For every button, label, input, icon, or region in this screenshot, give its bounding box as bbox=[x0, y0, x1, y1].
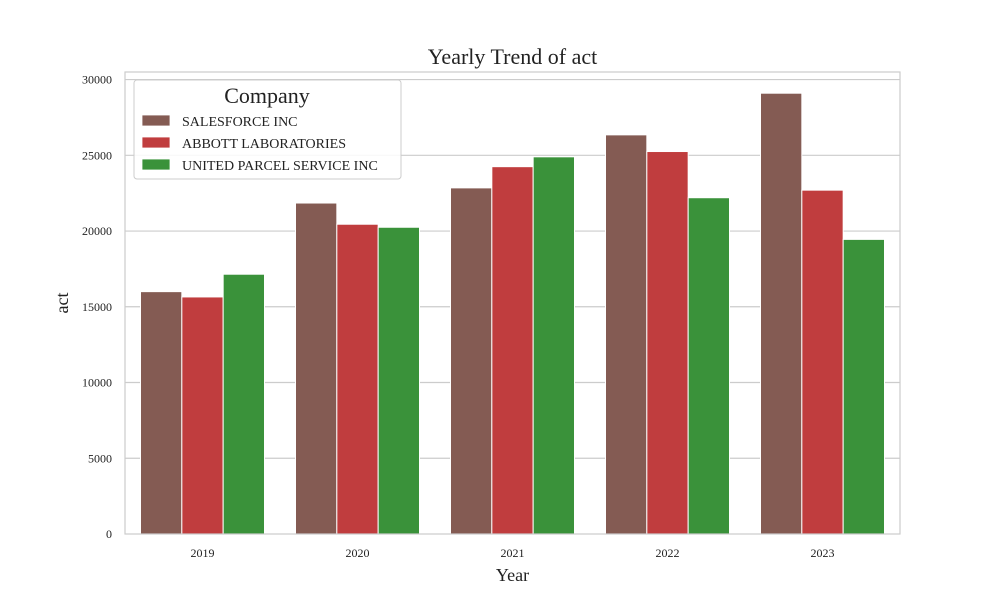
bar-salesforce-inc-2022 bbox=[605, 134, 648, 535]
x-tick-label: 2020 bbox=[346, 546, 370, 560]
legend: Company SALESFORCE INC ABBOTT LABORATORIE… bbox=[133, 79, 402, 180]
chart-title: Yearly Trend of act bbox=[428, 44, 597, 69]
bar-salesforce-inc-2019 bbox=[140, 291, 183, 535]
bar-united-parcel-service-inc-2020 bbox=[377, 226, 420, 535]
bar-salesforce-inc-2021 bbox=[450, 187, 493, 535]
x-tick-label: 2022 bbox=[656, 546, 680, 560]
legend-label: SALESFORCE INC bbox=[182, 115, 298, 130]
legend-title: Company bbox=[224, 83, 310, 108]
bar-abbott-laboratories-2020 bbox=[336, 223, 379, 535]
legend-swatch bbox=[141, 114, 171, 127]
bar-united-parcel-service-inc-2022 bbox=[687, 197, 731, 535]
legend-frame bbox=[133, 79, 402, 180]
bar-abbott-laboratories-2021 bbox=[491, 166, 534, 535]
bar-united-parcel-service-inc-2019 bbox=[222, 273, 266, 535]
x-tick-label: 2019 bbox=[191, 546, 215, 560]
legend-label: UNITED PARCEL SERVICE INC bbox=[182, 159, 378, 174]
x-axis-title: Year bbox=[496, 565, 529, 585]
y-tick-label: 10000 bbox=[82, 376, 112, 390]
y-tick-label: 5000 bbox=[88, 451, 112, 465]
plot-frame bbox=[124, 71, 901, 535]
legend-swatch bbox=[141, 136, 171, 149]
bars bbox=[140, 92, 886, 535]
y-tick-label: 15000 bbox=[82, 300, 112, 314]
y-tick-label: 25000 bbox=[82, 148, 112, 162]
bar-abbott-laboratories-2022 bbox=[646, 151, 689, 535]
bar-salesforce-inc-2023 bbox=[760, 92, 803, 535]
legend-items: SALESFORCE INC ABBOTT LABORATORIES UNITED … bbox=[141, 114, 378, 174]
y-tick-label: 20000 bbox=[82, 224, 112, 238]
y-tick-label: 0 bbox=[106, 527, 112, 541]
y-axis-title: act bbox=[52, 293, 72, 314]
y-tick-label: 30000 bbox=[82, 73, 112, 87]
legend-swatch bbox=[141, 158, 171, 171]
x-tick-labels: 2019 2020 2021 2022 2023 bbox=[191, 546, 835, 560]
x-tick-label: 2021 bbox=[501, 546, 525, 560]
bar-salesforce-inc-2020 bbox=[295, 202, 338, 535]
bar-abbott-laboratories-2023 bbox=[801, 189, 844, 535]
x-tick-label: 2023 bbox=[811, 546, 835, 560]
bar-united-parcel-service-inc-2021 bbox=[532, 156, 576, 535]
y-tick-labels: 0 5000 10000 15000 20000 25000 30000 bbox=[82, 73, 112, 541]
bar-abbott-laboratories-2019 bbox=[181, 296, 224, 535]
bar-united-parcel-service-inc-2023 bbox=[842, 238, 886, 535]
legend-label: ABBOTT LABORATORIES bbox=[182, 137, 346, 152]
